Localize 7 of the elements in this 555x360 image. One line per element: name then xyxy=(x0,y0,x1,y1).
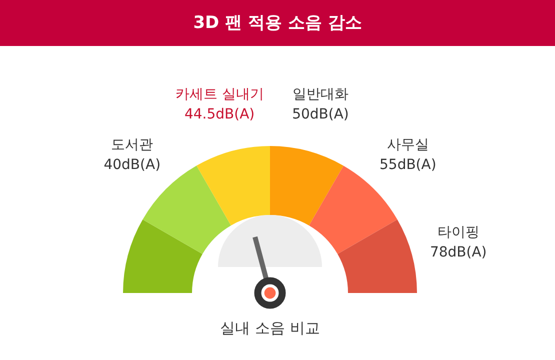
slice-label: 일반대화 50dB(A) xyxy=(292,86,349,123)
slice-label: 사무실 55dB(A) xyxy=(380,137,436,174)
text: 실내 소음 비교 xyxy=(220,319,320,337)
slice-label: 도서관 40dB(A) xyxy=(104,137,161,174)
slice-label: 카세트 실내기 44.5dB(A) xyxy=(175,86,264,123)
chart-title: 3D 팬 적용 소음 감소 xyxy=(193,13,362,33)
slice-label: 타이핑 78dB(A) xyxy=(430,224,487,261)
